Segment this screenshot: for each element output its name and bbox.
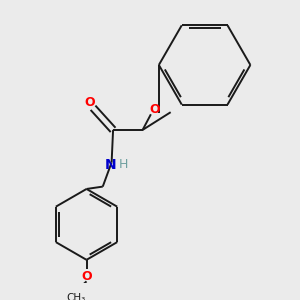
Text: O: O [149, 103, 160, 116]
Text: O: O [81, 270, 92, 283]
Text: CH₃: CH₃ [67, 292, 86, 300]
Text: H: H [119, 158, 128, 171]
Text: O: O [85, 96, 95, 109]
Text: N: N [104, 158, 116, 172]
